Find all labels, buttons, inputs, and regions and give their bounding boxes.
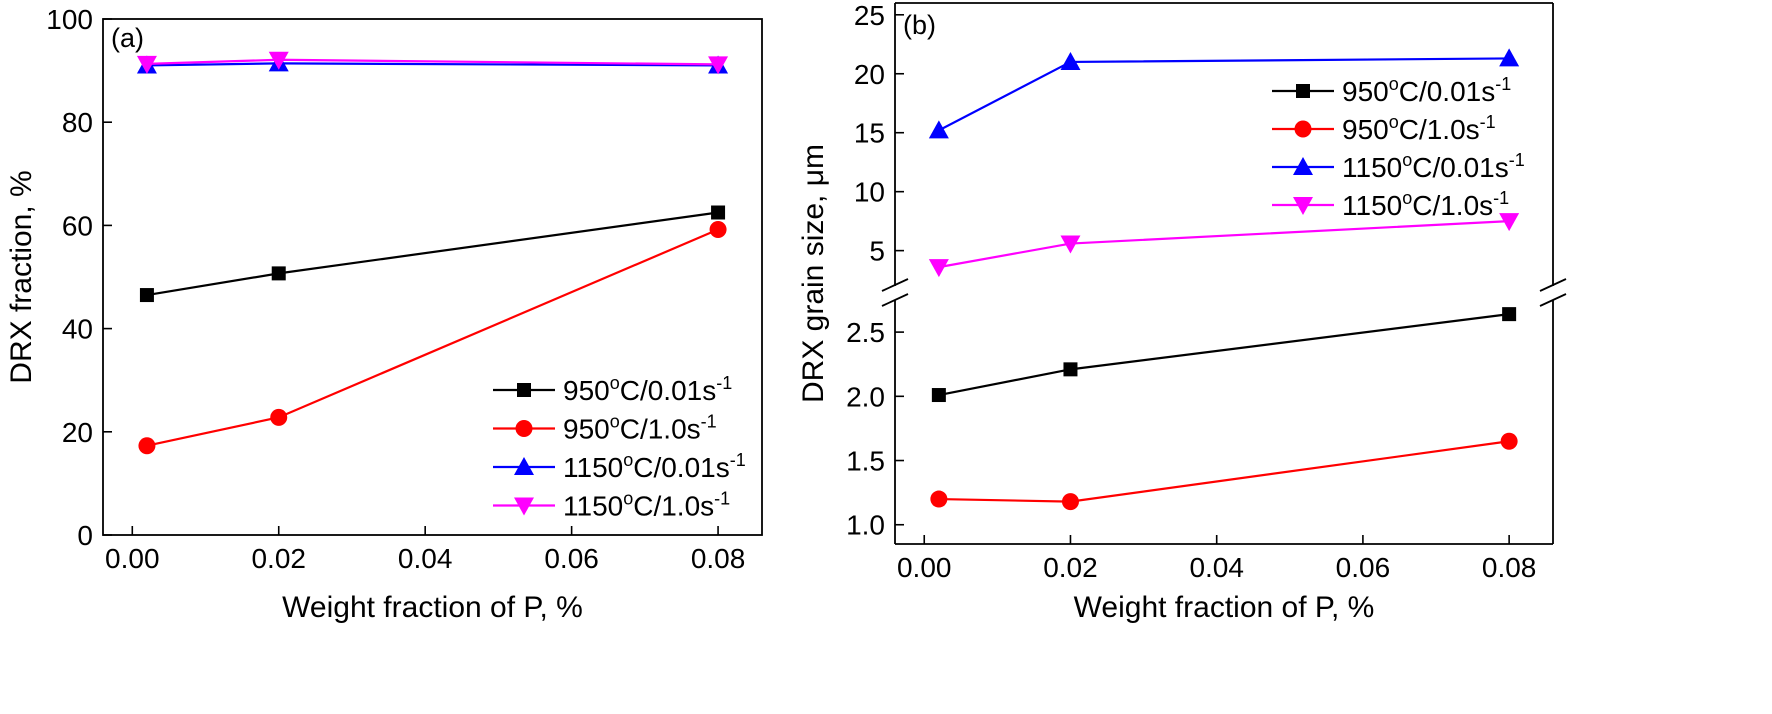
- series-line: [938, 220, 1510, 269]
- legend-marker: [514, 457, 534, 475]
- legend-label: 1150oC/0.01s-1: [563, 450, 746, 483]
- series-2: [928, 48, 1520, 139]
- y-tick-label: 20: [62, 417, 93, 448]
- y-tick-label: 2.5: [846, 317, 885, 348]
- legend-marker: [514, 497, 534, 516]
- data-point: [1063, 362, 1078, 377]
- data-point: [138, 437, 156, 455]
- data-point: [1061, 493, 1079, 511]
- y-tick-label: 60: [62, 210, 93, 241]
- axis-break-mark: [881, 278, 909, 292]
- data-point: [1060, 235, 1081, 254]
- legend-label: 1150oC/0.01s-1: [1342, 150, 1525, 183]
- series-0: [931, 307, 1517, 403]
- y-axis-label: DRX grain size, μm: [797, 144, 830, 403]
- data-point: [139, 288, 154, 303]
- legend-label: 1150oC/1.0s-1: [563, 489, 730, 522]
- series-line: [146, 211, 719, 297]
- data-point: [711, 205, 726, 220]
- panel-label: (b): [903, 10, 936, 40]
- x-axis-label: Weight fraction of P, %: [282, 591, 583, 624]
- y-tick-label: 100: [46, 4, 93, 35]
- y-tick-label: 0: [77, 520, 93, 551]
- x-tick-label: 0.00: [897, 552, 952, 583]
- data-point: [268, 51, 289, 70]
- series-line: [938, 440, 1510, 503]
- legend-marker: [1294, 120, 1312, 138]
- x-tick-label: 0.08: [1482, 552, 1537, 583]
- y-tick-label: 10: [854, 177, 885, 208]
- legend-marker: [1293, 197, 1313, 215]
- data-point: [709, 221, 727, 239]
- legend-label: 950oC/1.0s-1: [1342, 112, 1496, 145]
- x-tick-label: 0.02: [1043, 552, 1098, 583]
- data-point: [928, 120, 949, 139]
- axis-break-mark: [1539, 293, 1567, 307]
- x-tick-label: 0.02: [251, 543, 306, 574]
- data-point: [1500, 432, 1518, 450]
- legend-marker: [517, 383, 531, 397]
- data-point: [1499, 48, 1520, 67]
- y-tick-label: 25: [854, 0, 885, 31]
- data-point: [270, 408, 288, 426]
- panel-b: 5 10 15 20 25 1.0 1.5 2.0 2.5 0.00 0.02 0.04 0.06 0.0…: [797, 0, 1567, 624]
- data-point: [1499, 213, 1520, 232]
- data-point: [708, 56, 729, 75]
- y-tick-label: 80: [62, 107, 93, 138]
- data-point: [931, 388, 946, 403]
- y-tick-label: 40: [62, 314, 93, 345]
- plot-frame: [102, 18, 763, 536]
- x-axis-label: Weight fraction of P, %: [1074, 591, 1375, 624]
- series-3: [928, 213, 1520, 278]
- series-3: [136, 51, 729, 75]
- series-1: [138, 221, 727, 455]
- y-tick-label: 1.0: [846, 510, 885, 541]
- legend-marker: [1296, 84, 1310, 98]
- data-point: [930, 490, 948, 508]
- axis-break-mark: [1539, 278, 1567, 292]
- data-point: [1060, 51, 1081, 70]
- y-tick-label: 1.5: [846, 446, 885, 477]
- axis-break-mark: [881, 293, 909, 307]
- y-axis-label: DRX fraction, %: [5, 170, 38, 383]
- y-tick-label: 15: [854, 118, 885, 149]
- x-tick-label: 0.06: [544, 543, 599, 574]
- legend-label: 950oC/0.01s-1: [1342, 74, 1511, 107]
- y-tick-label: 20: [854, 59, 885, 90]
- data-point: [928, 259, 949, 278]
- series-0: [139, 205, 726, 303]
- data-point: [1502, 307, 1517, 322]
- x-tick-label: 0.08: [691, 543, 746, 574]
- x-tick-label: 0.04: [1189, 552, 1244, 583]
- legend-label: 950oC/1.0s-1: [563, 412, 717, 445]
- series-1: [930, 432, 1518, 511]
- y-tick-label: 5: [869, 236, 885, 267]
- x-tick-label: 0.04: [398, 543, 453, 574]
- panel-label: (a): [111, 23, 144, 53]
- x-tick-label: 0.06: [1336, 552, 1391, 583]
- y-tick-label: 2.0: [846, 381, 885, 412]
- legend-marker: [1293, 157, 1313, 175]
- legend-marker: [515, 420, 533, 437]
- series-line: [938, 313, 1510, 397]
- data-point: [271, 266, 286, 281]
- legend-label: 950oC/0.01s-1: [563, 373, 732, 406]
- legend-label: 1150oC/1.0s-1: [1342, 188, 1509, 221]
- panel-a: 0 20 40 60 80 100 0.00 0.02 0.04 0.06 0.08 (a) Weigh…: [5, 4, 763, 624]
- data-point: [136, 55, 157, 74]
- x-tick-label: 0.00: [105, 543, 160, 574]
